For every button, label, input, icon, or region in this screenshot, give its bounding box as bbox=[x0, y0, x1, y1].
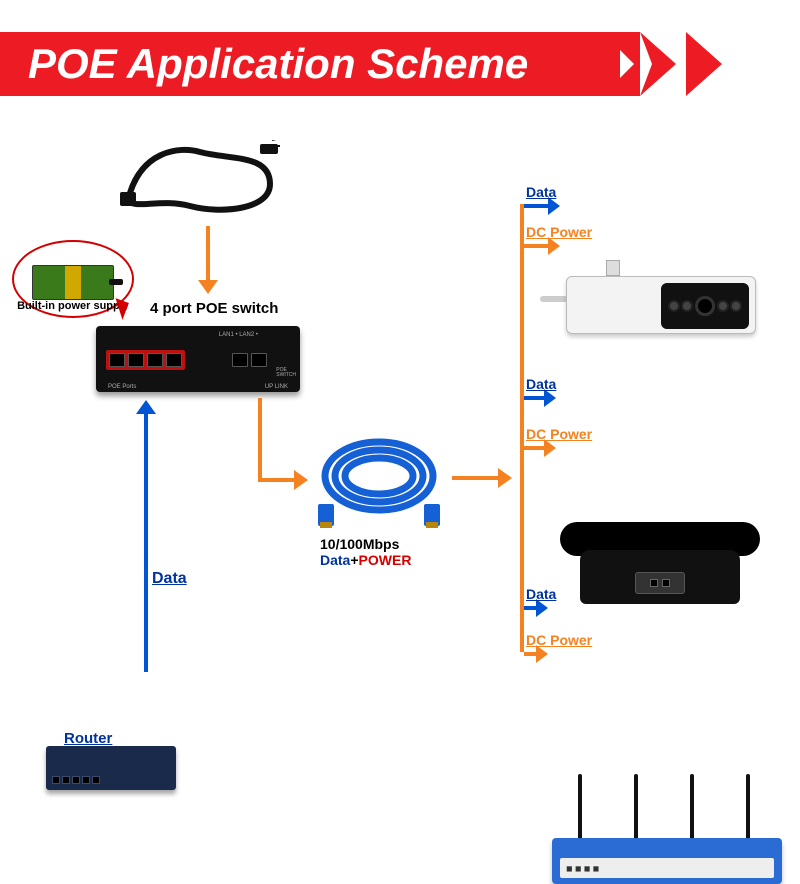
cable-data-text: Data bbox=[320, 552, 350, 568]
arrow-elbow-icon bbox=[0, 0, 800, 800]
ip-camera-icon bbox=[566, 276, 800, 334]
power-branch bbox=[524, 446, 544, 450]
cable-plus: + bbox=[350, 552, 358, 568]
data-branch bbox=[524, 606, 536, 610]
ethernet-cable-icon bbox=[314, 430, 444, 530]
branch-data-label: Data bbox=[526, 376, 556, 392]
cable-speed: 10/100Mbps bbox=[320, 536, 411, 552]
cable-label: 10/100Mbps Data+POWER bbox=[320, 536, 411, 568]
voip-phone-icon bbox=[560, 518, 760, 604]
branch-power-label: DC Power bbox=[526, 224, 592, 240]
cable-power-text: POWER bbox=[359, 552, 412, 568]
arrow-right-icon bbox=[452, 468, 512, 488]
data-branch bbox=[524, 204, 548, 208]
power-data-bus bbox=[520, 204, 524, 652]
power-branch bbox=[524, 652, 536, 656]
wifi-ap-icon: ◼ ◼ ◼ ◼ bbox=[552, 834, 782, 884]
power-branch bbox=[524, 244, 548, 248]
branch-power-label: DC Power bbox=[526, 632, 592, 648]
branch-power-label: DC Power bbox=[526, 426, 592, 442]
data-branch bbox=[524, 396, 544, 400]
branch-data-label: Data bbox=[526, 184, 556, 200]
branch-data-label: Data bbox=[526, 586, 556, 602]
